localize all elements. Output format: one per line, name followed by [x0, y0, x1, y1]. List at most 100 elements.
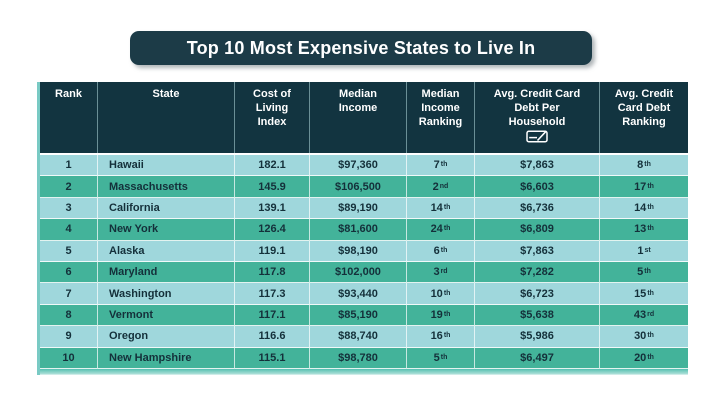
- cell-state: Oregon: [98, 326, 235, 348]
- cell-median-income: $98,190: [310, 240, 407, 262]
- cell-rank: 4: [40, 219, 98, 241]
- column-header-label: State: [152, 88, 180, 100]
- cell-avg-credit-card-debt: $7,863: [475, 240, 600, 262]
- cell-median-income: $106,500: [310, 176, 407, 198]
- credit-card-icon: [526, 130, 548, 143]
- column-header-median-income-ranking: Median Income Ranking: [407, 82, 475, 153]
- column-header-cost-of-living-index: Cost of Living Index: [235, 82, 310, 153]
- cell-cost-of-living-index: 117.1: [235, 304, 310, 327]
- column-header-state: State: [98, 82, 235, 153]
- cell-avg-credit-card-debt: $5,986: [475, 326, 600, 348]
- cell-rank: 3: [40, 197, 98, 220]
- cell-cost-of-living-index: 116.6: [235, 326, 310, 348]
- cell-rank: 9: [40, 326, 98, 348]
- cell-state: New York: [98, 219, 235, 241]
- expensive-states-table: Rank State Cost of Living Index Median I…: [37, 82, 688, 375]
- cell-median-income: $89,190: [310, 197, 407, 220]
- cell-cost-of-living-index: 115.1: [235, 347, 310, 369]
- cell-cost-of-living-index: 139.1: [235, 197, 310, 220]
- cell-state: Massachusetts: [98, 176, 235, 198]
- column-header-rank: Rank: [40, 82, 98, 153]
- column-header-label: Cost of Living Index: [253, 88, 291, 129]
- cell-median-income: $102,000: [310, 261, 407, 284]
- column-header-label: Median Income Ranking: [418, 88, 463, 129]
- cell-rank: 7: [40, 283, 98, 305]
- table-header-row: Rank State Cost of Living Index Median I…: [40, 82, 688, 155]
- cell-cost-of-living-index: 119.1: [235, 240, 310, 262]
- cell-state: Hawaii: [98, 155, 235, 177]
- cell-cost-of-living-index: 145.9: [235, 176, 310, 198]
- cell-state: Maryland: [98, 261, 235, 284]
- cell-cost-of-living-index: 117.8: [235, 261, 310, 284]
- cell-rank: 10: [40, 347, 98, 369]
- cell-state: Alaska: [98, 240, 235, 262]
- cell-avg-credit-card-debt: $6,723: [475, 283, 600, 305]
- cell-median-income: $97,360: [310, 155, 407, 177]
- column-header-median-income: Median Income: [310, 82, 407, 153]
- cell-state: Vermont: [98, 304, 235, 327]
- cell-state: Washington: [98, 283, 235, 305]
- cell-state: New Hampshire: [98, 347, 235, 369]
- cell-avg-credit-card-debt: $7,863: [475, 155, 600, 177]
- cell-avg-credit-card-debt: $6,736: [475, 197, 600, 220]
- cell-rank: 5: [40, 240, 98, 262]
- cell-cost-of-living-index: 117.3: [235, 283, 310, 305]
- cell-avg-credit-card-debt: $6,603: [475, 176, 600, 198]
- cell-median-income: $81,600: [310, 219, 407, 241]
- cell-cost-of-living-index: 126.4: [235, 219, 310, 241]
- table-bottom-border: [40, 368, 688, 375]
- page-title: Top 10 Most Expensive States to Live In: [186, 37, 536, 58]
- cell-cost-of-living-index: 182.1: [235, 155, 310, 177]
- cell-median-income: $93,440: [310, 283, 407, 305]
- title-banner: Top 10 Most Expensive States to Live In: [130, 31, 592, 65]
- cell-avg-credit-card-debt: $5,638: [475, 304, 600, 327]
- column-header-label: Avg. Credit Card Debt Per Household: [493, 88, 581, 129]
- cell-rank: 1: [40, 155, 98, 177]
- cell-avg-credit-card-debt: $6,497: [475, 347, 600, 369]
- column-header-label: Rank: [55, 88, 82, 100]
- cell-median-income: $98,780: [310, 347, 407, 369]
- cell-avg-credit-card-debt: $7,282: [475, 261, 600, 284]
- column-header-avg-credit-card-debt-per-household: Avg. Credit Card Debt Per Household: [475, 82, 600, 153]
- cell-median-income: $85,190: [310, 304, 407, 327]
- cell-rank: 8: [40, 304, 98, 327]
- cell-rank: 2: [40, 176, 98, 198]
- column-header-avg-credit-card-debt-ranking: Avg. Credit Card Debt Ranking: [600, 82, 688, 153]
- cell-state: California: [98, 197, 235, 220]
- cell-median-income: $88,740: [310, 326, 407, 348]
- cell-avg-credit-card-debt: $6,809: [475, 219, 600, 241]
- column-header-label: Avg. Credit Card Debt Ranking: [614, 88, 674, 129]
